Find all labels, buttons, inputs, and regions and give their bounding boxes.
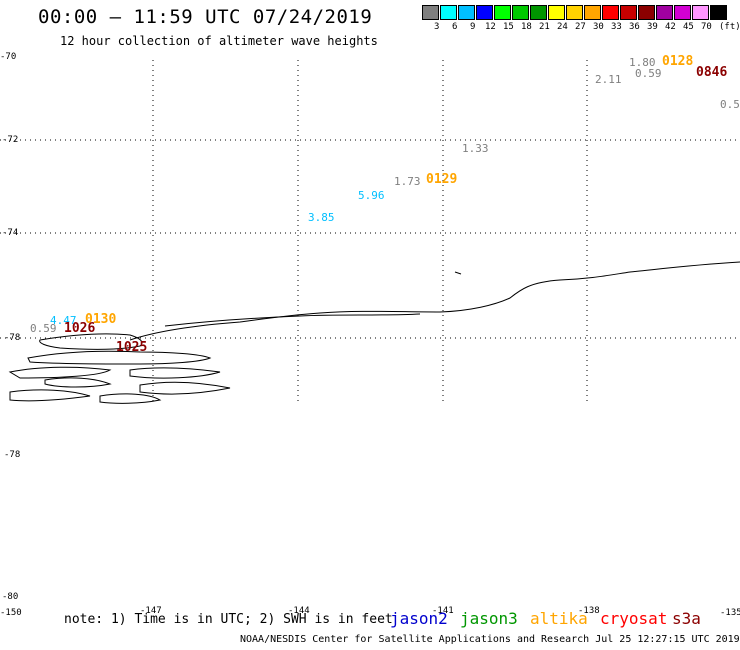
longitude-label: -144 [288, 606, 310, 616]
scale-swatch [710, 5, 727, 20]
scale-swatch [692, 5, 709, 20]
wave-height-value: 1.73 [394, 175, 421, 188]
wave-height-value: 0.59 [30, 322, 57, 335]
latitude-label: -70 [0, 52, 17, 62]
wave-height-value: 1.33 [462, 142, 489, 155]
scale-tick-label: 24 [557, 22, 568, 32]
footnote: note: 1) Time is in UTC; 2) SWH is in fe… [64, 612, 393, 627]
page-subtitle: 12 hour collection of altimeter wave hei… [60, 34, 378, 48]
pass-time-label: 1025 [116, 340, 148, 355]
pass-time-label: 0129 [426, 172, 458, 187]
scale-tick-label: 45 [683, 22, 694, 32]
scale-tick-label: 3 [434, 22, 440, 32]
satellite-legend-item: cryosat [600, 609, 668, 628]
scale-unit-label: (ft) [719, 22, 740, 32]
scale-swatch [674, 5, 691, 20]
scale-tick-label: 18 [521, 22, 532, 32]
scale-swatch [548, 5, 565, 20]
pass-time-label: 1026 [64, 321, 96, 336]
credit-line: NOAA/NESDIS Center for Satellite Applica… [240, 634, 740, 645]
wave-height-value: 2.11 [595, 73, 622, 86]
scale-swatch [656, 5, 673, 20]
wave-height-value: 3.85 [308, 211, 335, 224]
scale-tick-label: 42 [665, 22, 676, 32]
scale-tick-label: 27 [575, 22, 586, 32]
scale-swatch [530, 5, 547, 20]
wave-height-value: 4.47 [50, 314, 77, 327]
scale-swatch [620, 5, 637, 20]
satellite-legend-item: jason3 [460, 609, 518, 628]
page-title: 00:00 — 11:59 UTC 07/24/2019 [38, 6, 373, 28]
longitude-label: -138 [578, 606, 600, 616]
scale-swatch [440, 5, 457, 20]
scale-tick-label: 21 [539, 22, 550, 32]
wave-height-value: 5.96 [358, 189, 385, 202]
scale-swatch [476, 5, 493, 20]
latitude-label: -74 [2, 228, 19, 238]
satellite-legend-item: altika [530, 609, 588, 628]
longitude-label: -141 [432, 606, 454, 616]
wave-height-value: 0.59 [720, 98, 740, 111]
scale-tick-label: 15 [503, 22, 514, 32]
scale-swatch [566, 5, 583, 20]
color-scale-legend [422, 5, 728, 20]
pass-time-label: 0846 [696, 65, 728, 80]
longitude-label: -147 [140, 606, 162, 616]
scale-swatch [422, 5, 439, 20]
scale-swatch [584, 5, 601, 20]
latitude-label: -78 [4, 333, 21, 343]
wave-height-value: 0.59 [635, 67, 662, 80]
wave-height-value: 1.80 [629, 56, 656, 69]
scale-tick-label: 6 [452, 22, 458, 32]
longitude-label: -135 [720, 608, 740, 618]
scale-tick-label: 39 [647, 22, 658, 32]
longitude-label: -150 [0, 608, 22, 618]
pass-time-label: 0130 [85, 312, 117, 327]
scale-swatch [638, 5, 655, 20]
scale-tick-label: 70 [701, 22, 712, 32]
scale-tick-label: 30 [593, 22, 604, 32]
scale-swatch [602, 5, 619, 20]
scale-swatch [494, 5, 511, 20]
latitude-label: -72 [2, 135, 19, 145]
graticule [0, 60, 740, 405]
pass-time-label: 0128 [662, 54, 694, 69]
coastline [8, 261, 740, 404]
latitude-label: -78 [4, 450, 21, 460]
satellite-legend-item: jason2 [390, 609, 448, 628]
scale-swatch [512, 5, 529, 20]
scale-tick-label: 12 [485, 22, 496, 32]
satellite-legend-item: s3a [672, 609, 701, 628]
scale-swatch [458, 5, 475, 20]
scale-tick-label: 33 [611, 22, 622, 32]
scale-tick-label: 9 [470, 22, 476, 32]
latitude-label: -80 [2, 592, 19, 602]
scale-tick-label: 36 [629, 22, 640, 32]
